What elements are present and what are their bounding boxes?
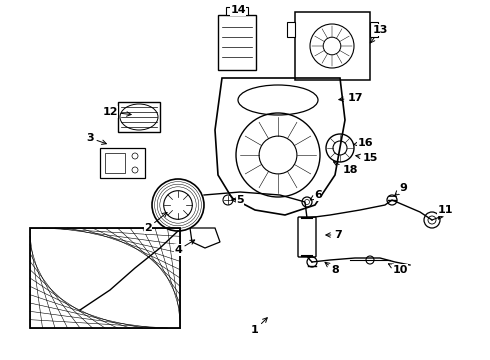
Text: 14: 14	[230, 5, 246, 15]
Text: 10: 10	[389, 264, 408, 275]
Text: 17: 17	[339, 93, 363, 103]
Bar	[370, 22, 378, 37]
Bar	[118, 102, 160, 132]
Text: 2: 2	[144, 212, 167, 233]
FancyBboxPatch shape	[100, 148, 145, 178]
Text: 5: 5	[232, 195, 244, 205]
Text: 7: 7	[326, 230, 342, 240]
Text: 16: 16	[354, 138, 373, 148]
Text: 13: 13	[370, 25, 388, 43]
Bar	[226, 7, 248, 15]
Bar	[287, 22, 295, 37]
FancyBboxPatch shape	[218, 15, 256, 70]
Text: 18: 18	[334, 162, 358, 175]
Bar	[30, 228, 180, 328]
Bar	[105, 153, 125, 173]
Text: 6: 6	[310, 190, 322, 200]
Text: 8: 8	[325, 262, 339, 275]
Text: 15: 15	[356, 153, 378, 163]
FancyBboxPatch shape	[295, 12, 370, 80]
Text: 9: 9	[395, 183, 407, 195]
Text: 1: 1	[251, 318, 267, 335]
Text: 3: 3	[86, 133, 106, 144]
Text: 11: 11	[437, 205, 453, 219]
Text: 12: 12	[102, 107, 131, 117]
FancyBboxPatch shape	[298, 217, 316, 257]
Text: 4: 4	[174, 240, 195, 255]
